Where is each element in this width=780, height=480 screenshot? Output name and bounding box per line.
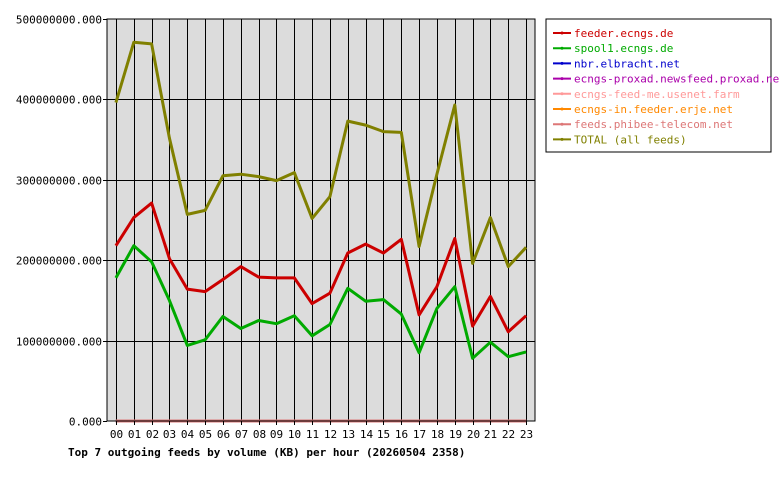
legend-label: spool1.ecngs.de <box>574 42 673 55</box>
legend-marker <box>560 92 564 96</box>
x-tick-label: 23 <box>520 428 533 441</box>
series-line-7 <box>114 40 528 269</box>
x-tick-label: 15 <box>377 428 390 441</box>
legend-label: ecngs-in.feeder.erje.net <box>574 103 733 116</box>
x-tick-label: 07 <box>235 428 248 441</box>
legend-marker <box>560 61 564 65</box>
y-tick-label: 400000000.000 <box>16 94 102 107</box>
y-tick-label: 300000000.000 <box>16 175 102 188</box>
y-tick-label: 100000000.000 <box>16 336 102 349</box>
x-tick-label: 03 <box>163 428 176 441</box>
legend-marker <box>560 46 564 50</box>
x-tick-label: 01 <box>128 428 141 441</box>
legend-marker <box>560 107 564 111</box>
y-tick-label: 0.000 <box>69 416 102 429</box>
legend-label: ecngs-feed-me.usenet.farm <box>574 88 740 101</box>
legend-marker <box>560 77 564 81</box>
chart-title: Top 7 outgoing feeds by volume (KB) per … <box>68 446 465 459</box>
x-tick-label: 21 <box>484 428 497 441</box>
x-tick-label: 22 <box>502 428 515 441</box>
x-tick-label: 17 <box>413 428 426 441</box>
y-axis-ticks: 0.000 100000000.000 200000000.000 300000000… <box>16 14 107 429</box>
x-tick-label: 14 <box>360 428 374 441</box>
x-tick-label: 12 <box>324 428 337 441</box>
x-tick-label: 04 <box>181 428 195 441</box>
x-tick-label: 18 <box>431 428 444 441</box>
x-axis-ticks: 00 01 02 03 04 05 06 07 08 09 10 11 12 13 14 15 16 17 18 19… <box>110 421 533 441</box>
x-tick-label: 05 <box>199 428 212 441</box>
y-tick-label: 500000000.000 <box>16 14 102 27</box>
legend: feeder.ecngs.de spool1.ecngs.de nbr.elbrac… <box>545 18 780 153</box>
x-tick-label: 08 <box>253 428 266 441</box>
legend-box <box>545 18 772 153</box>
legend-label: feeder.ecngs.de <box>574 27 673 40</box>
x-tick-label: 16 <box>395 428 408 441</box>
plot-frame <box>106 18 536 422</box>
x-tick-label: 19 <box>449 428 462 441</box>
legend-marker <box>560 122 564 126</box>
vertical-grid <box>116 19 527 421</box>
series-line-0 <box>114 201 528 334</box>
legend-label: TOTAL (all feeds) <box>574 133 687 146</box>
x-tick-label: 06 <box>217 428 230 441</box>
legend-label: feeds.phibee-telecom.net <box>574 118 733 131</box>
series-line-1 <box>114 244 527 360</box>
plot-background <box>107 19 535 421</box>
legend-marker <box>560 31 564 35</box>
x-tick-label: 20 <box>467 428 480 441</box>
x-tick-label: 02 <box>146 428 159 441</box>
legend-label: ecngs-proxad.newsfeed.proxad.net <box>574 73 780 86</box>
x-tick-label: 09 <box>270 428 283 441</box>
legend-marker <box>560 137 564 141</box>
y-tick-label: 200000000.000 <box>16 255 102 268</box>
x-tick-label: 11 <box>306 428 319 441</box>
legend-label: nbr.elbracht.net <box>574 57 680 70</box>
x-tick-label: 00 <box>110 428 123 441</box>
x-tick-label: 10 <box>288 428 301 441</box>
x-tick-label: 13 <box>342 428 355 441</box>
